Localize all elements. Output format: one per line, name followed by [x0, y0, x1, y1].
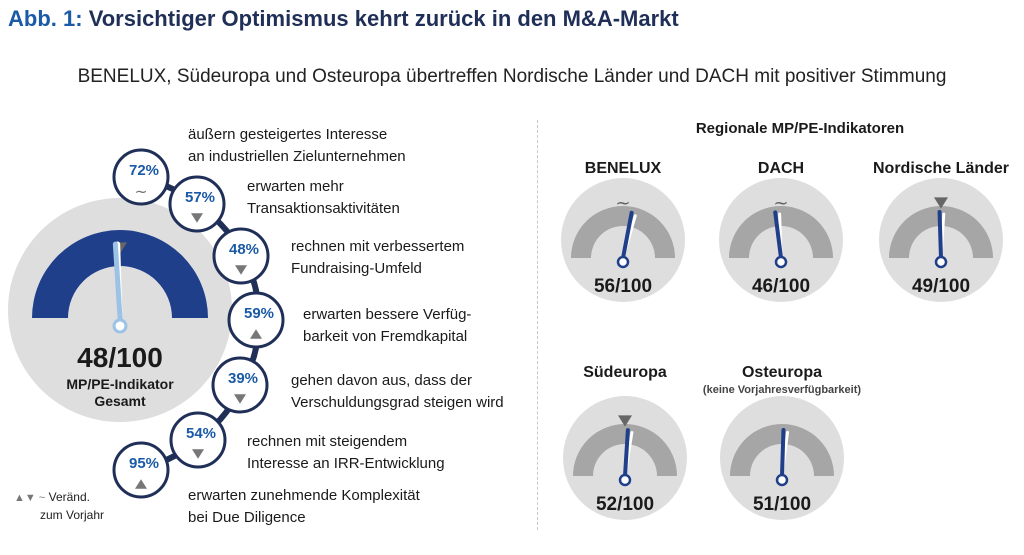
indicator-change-marker	[250, 329, 262, 339]
region-needle	[623, 428, 630, 478]
region-change-marker	[618, 415, 632, 427]
region-needle	[780, 428, 786, 478]
indicator-pct: 72%	[129, 162, 159, 179]
regional-title: Regionale MP/PE-Indikatoren	[695, 120, 905, 137]
region-change-marker: ~	[615, 193, 630, 214]
indicator-description-line2: Transaktionsaktivitäten	[247, 200, 400, 217]
section-divider	[537, 120, 538, 530]
region-gauge-arc	[889, 206, 993, 258]
indicator-circle	[168, 175, 226, 233]
indicator-change-marker	[234, 394, 246, 404]
indicator-change-marker	[135, 479, 147, 489]
indicator-circle	[112, 148, 170, 206]
overall-label: MP/PE-Indikator Gesamt	[10, 376, 230, 410]
region-needle-hub	[616, 255, 630, 269]
region-value: 49/100	[911, 276, 971, 297]
indicator-circle	[112, 441, 170, 499]
indicator-description-line2: barkeit von Fremdkapital	[303, 328, 468, 345]
indicator-pct: 95%	[129, 455, 159, 472]
overall-needle	[112, 241, 123, 321]
region-gauge-arc	[729, 206, 833, 258]
indicator-description-line1: rechnen mit steigendem	[247, 433, 408, 450]
region-needle-hub	[775, 473, 789, 487]
title-prefix: Abb. 1:	[8, 6, 83, 31]
overall-value: 48/100	[77, 342, 163, 373]
indicator-description: erwarten mehr Transaktionsaktivitäten	[247, 176, 400, 220]
indicator-circle	[212, 227, 270, 285]
region-gauge-bg	[561, 178, 685, 302]
region-name: Osteuropa	[741, 364, 822, 381]
legend-symbols: ▲▼ ~	[14, 492, 46, 504]
indicator-change-marker	[192, 449, 204, 459]
region-needle-hub	[934, 255, 948, 269]
region-needle-hub	[774, 255, 788, 269]
indicator-description-line2: bei Due Diligence	[188, 509, 306, 526]
region-value: 51/100	[752, 494, 812, 515]
indicator-pct: 39%	[228, 370, 258, 387]
indicator-description: rechnen mit steigendem Interesse an IRR-E…	[247, 431, 445, 475]
indicator-pct: 59%	[244, 305, 274, 322]
indicator-description: erwarten zunehmende Komplexität bei Due D…	[188, 485, 420, 529]
indicator-description: rechnen mit verbessertem Fundraising-Umfe…	[291, 236, 464, 280]
indicator-pct: 57%	[185, 189, 215, 206]
indicator-description-line2: an industriellen Zielunternehmen	[188, 148, 406, 165]
indicator-change-marker	[235, 265, 247, 275]
region-change-marker	[934, 197, 948, 209]
region-value: 46/100	[751, 276, 811, 297]
legend-line1: Veränd.	[48, 490, 90, 504]
indicator-description-line2: Fundraising-Umfeld	[291, 260, 422, 277]
indicator-description-line1: erwarten bessere Verfüg-	[303, 306, 472, 323]
region-name: Nordische Länder	[872, 160, 1010, 177]
region-name: BENELUX	[584, 160, 662, 177]
indicator-change-marker	[191, 213, 203, 223]
indicator-description-line1: rechnen mit verbessertem	[291, 238, 465, 255]
indicator-pct: 48%	[229, 241, 259, 258]
overall-label-line2: Gesamt	[94, 393, 146, 409]
region-needle	[621, 210, 634, 260]
region-name: Südeuropa	[583, 364, 667, 381]
region-needle	[937, 210, 943, 260]
indicator-circle	[169, 411, 227, 469]
legend-line2: zum Vorjahr	[40, 508, 105, 522]
indicator-description-line1: gehen davon aus, dass der	[291, 372, 472, 389]
page-title: Abb. 1: Vorsichtiger Optimismus kehrt zu…	[8, 6, 679, 32]
indicator-description-line2: Interesse an IRR-Entwicklung	[247, 455, 445, 472]
overall-label-line1: MP/PE-Indikator	[66, 376, 174, 392]
overall-gauge-arc	[32, 230, 208, 318]
indicator-circle	[227, 291, 285, 349]
title-text: Vorsichtiger Optimismus kehrt zurück in …	[88, 6, 679, 31]
indicator-description-line1: erwarten zunehmende Komplexität	[188, 487, 420, 504]
indicator-description: äußern gesteigertes Interesse an industri…	[188, 124, 406, 168]
region-needle-hub	[618, 473, 632, 487]
indicator-description: gehen davon aus, dass der Verschuldungsgr…	[291, 370, 504, 414]
region-gauge-arc	[573, 424, 677, 476]
indicator-description-line2: Verschuldungsgrad steigen wird	[291, 394, 504, 411]
region-needle	[773, 210, 783, 260]
region-value: 56/100	[593, 276, 653, 297]
indicator-description: erwarten bessere Verfüg-barkeit von Frem…	[303, 304, 471, 348]
change-legend: ▲▼ ~ Veränd. zum Vorjahr	[14, 489, 104, 524]
region-change-marker: ~	[773, 193, 788, 214]
region-gauge-arc	[571, 206, 675, 258]
indicator-change-marker: ~	[134, 183, 147, 201]
indicator-description-line1: erwarten mehr	[247, 178, 344, 195]
region-name: DACH	[757, 160, 805, 177]
region-value: 52/100	[595, 494, 655, 515]
subtitle: BENELUX, Südeuropa und Osteuropa übertre…	[77, 66, 947, 87]
region-note: (keine Vorjahresverfügbarkeit)	[702, 384, 862, 396]
indicator-description-line1: äußern gesteigertes Interesse	[188, 126, 388, 143]
indicator-pct: 54%	[186, 425, 216, 442]
region-gauge-arc	[730, 424, 834, 476]
overall-needle-hub	[112, 318, 128, 334]
indicator-circle	[211, 356, 269, 414]
